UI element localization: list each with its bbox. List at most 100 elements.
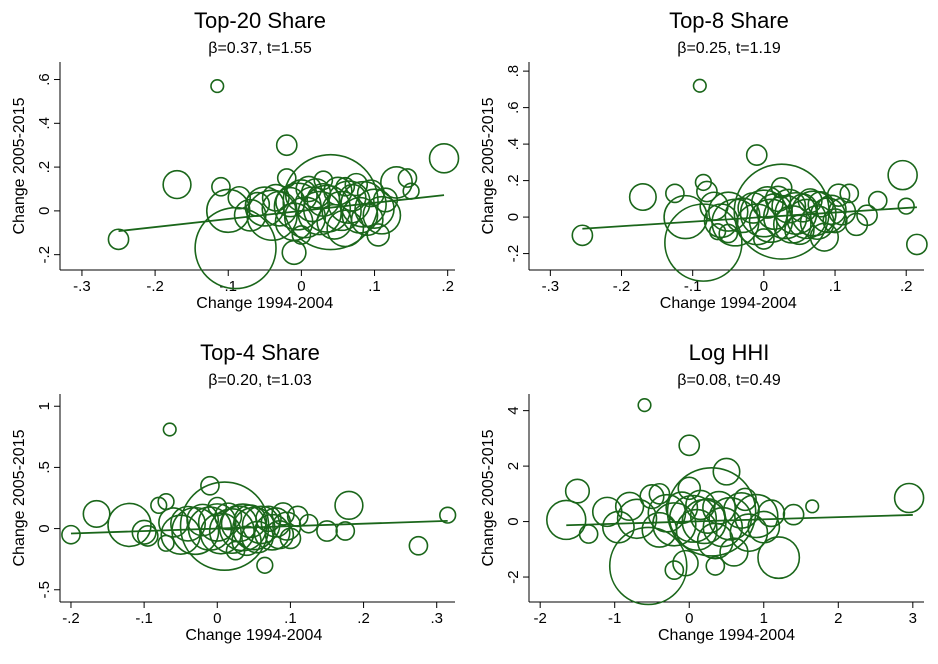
- fit-line: [566, 514, 913, 527]
- x-tick-label: -1: [608, 610, 621, 627]
- data-point: [790, 190, 837, 237]
- data-point: [705, 556, 726, 576]
- data-point: [344, 172, 369, 197]
- y-axis-label: Change 2005-2015: [11, 429, 28, 566]
- data-point: [702, 490, 737, 525]
- data-point: [82, 499, 111, 528]
- x-tick-label: .3: [430, 610, 443, 627]
- data-point: [170, 505, 207, 542]
- data-point: [672, 549, 699, 577]
- data-point: [227, 185, 251, 210]
- x-tick-label: 1: [760, 610, 768, 627]
- data-point: [197, 503, 237, 542]
- data-point: [666, 466, 757, 557]
- x-axis-label: Change 1994-2004: [196, 295, 333, 312]
- data-point: [356, 179, 385, 208]
- scatter-plot: -.3 -.2 -.1 0 .1 .2 -.2 0 .2 .4 .6 .8 Change 1994-20…: [480, 62, 928, 312]
- data-point: [61, 524, 81, 545]
- x-tick-label: 0: [760, 278, 768, 295]
- y-tick-label: 4: [505, 406, 522, 414]
- data-point: [256, 556, 274, 574]
- data-point: [893, 482, 925, 514]
- panel-top-4-share: Top-4 Share β=0.20, t=1.03 -.2 -.1 0 .1 .2 .3…: [0, 332, 469, 664]
- data-point: [867, 190, 888, 211]
- data-point: [157, 534, 175, 552]
- data-point: [839, 183, 860, 204]
- data-point: [408, 535, 429, 556]
- data-point: [439, 506, 457, 524]
- x-tick-label: -.2: [613, 278, 631, 295]
- data-point: [162, 422, 177, 437]
- data-point: [264, 520, 295, 550]
- data-point: [571, 224, 594, 247]
- data-point: [614, 491, 645, 522]
- data-point: [136, 525, 159, 547]
- y-tick-label: -.5: [36, 581, 53, 599]
- y-tick-label: .4: [505, 138, 522, 151]
- x-tick-label: .2: [441, 278, 454, 295]
- chart-subtitle: β=0.25, t=1.19: [677, 40, 781, 57]
- data-point: [805, 499, 820, 514]
- x-tick-label: -.2: [62, 610, 80, 627]
- data-point: [545, 499, 587, 541]
- x-tick-label: -.3: [73, 278, 91, 295]
- data-point: [678, 434, 701, 457]
- data-point: [327, 180, 371, 225]
- data-point: [261, 183, 290, 212]
- data-point: [323, 176, 353, 206]
- data-point: [797, 188, 823, 214]
- y-tick-label: -.2: [505, 245, 522, 263]
- data-point: [826, 183, 851, 207]
- data-point: [199, 512, 243, 555]
- x-tick-label: .2: [357, 610, 370, 627]
- data-point: [905, 233, 928, 256]
- y-tick-label: 0: [505, 517, 522, 525]
- data-point: [816, 194, 847, 226]
- chart-title: Top-4 Share: [200, 340, 320, 365]
- data-point: [648, 482, 671, 505]
- data-point: [171, 506, 220, 556]
- scatter-plot: -.3 -.2 -.1 0 .1 .2 -.2 0 .2 .4 .6 Change 1994-2004…: [11, 62, 460, 312]
- scatter-plot: -2 -1 0 1 2 3 -2 0 2 4 Change 1994-2004 Change 2005…: [480, 394, 925, 644]
- y-tick-label: .6: [36, 73, 53, 86]
- data-point: [757, 499, 786, 528]
- data-point: [616, 498, 658, 540]
- data-point: [334, 490, 364, 521]
- y-axis-label: Change 2005-2015: [480, 97, 497, 234]
- data-point: [652, 502, 697, 547]
- data-point: [708, 191, 749, 232]
- data-point: [664, 560, 685, 580]
- data-point: [428, 143, 460, 174]
- y-tick-label: -.2: [36, 246, 53, 264]
- data-point: [628, 182, 657, 212]
- data-point: [211, 176, 231, 197]
- data-point: [702, 506, 744, 548]
- x-tick-label: 2: [834, 610, 842, 627]
- x-tick-label: .1: [284, 610, 297, 627]
- data-point: [107, 228, 130, 251]
- chart-title: Top-8 Share: [669, 8, 789, 33]
- data-point: [564, 478, 591, 504]
- data-point: [362, 195, 402, 235]
- y-tick-label: 1: [36, 402, 53, 410]
- data-point: [335, 521, 356, 541]
- x-tick-label: -.1: [684, 278, 702, 295]
- data-point: [637, 397, 652, 413]
- data-point: [668, 494, 718, 543]
- x-tick-label: 0: [213, 610, 221, 627]
- data-point: [316, 520, 338, 542]
- data-point: [733, 487, 757, 512]
- data-point: [770, 177, 793, 199]
- x-tick-label: .1: [368, 278, 381, 295]
- x-tick-label: -.1: [135, 610, 153, 627]
- y-tick-label: .2: [505, 174, 522, 187]
- data-point: [887, 159, 918, 191]
- panel-top-8-share: Top-8 Share β=0.25, t=1.19 -.3 -.2 -.1 0 .1.…: [469, 0, 938, 332]
- data-point: [276, 168, 297, 188]
- data-point: [722, 492, 760, 529]
- data-point: [366, 223, 390, 247]
- data-point: [664, 203, 743, 282]
- data-point: [326, 209, 365, 248]
- fit-line: [70, 519, 448, 535]
- data-point: [578, 524, 599, 544]
